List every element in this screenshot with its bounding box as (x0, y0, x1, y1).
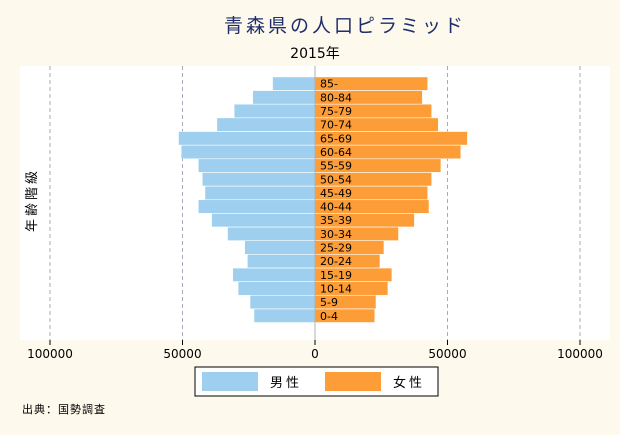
x-tick-label: 100000 (557, 347, 603, 361)
bars (178, 66, 468, 340)
bar-male-70-74 (216, 117, 316, 132)
legend-swatch-male (202, 372, 258, 391)
x-tick-label: 0 (311, 347, 319, 361)
bar-male-85- (272, 76, 316, 91)
bar-male-60-64 (180, 145, 316, 159)
age-label: 5-9 (320, 296, 338, 309)
source-note: 出典：国勢調査 (22, 402, 106, 416)
age-label: 80-84 (320, 91, 352, 104)
age-label: 25-29 (320, 242, 352, 255)
x-axis: 100000 50000 0 50000 100000 (27, 340, 603, 361)
bar-male-25-29 (244, 240, 316, 255)
age-label: 10-14 (320, 282, 352, 295)
grid-lines (49, 66, 581, 340)
bar-male-20-24 (247, 254, 316, 269)
age-label: 60-64 (320, 146, 352, 159)
bar-male-50-54 (202, 172, 316, 187)
bar-male-35-39 (211, 213, 316, 228)
bar-male-55-59 (198, 158, 316, 173)
age-label: 20-24 (320, 255, 352, 268)
age-labels: 0-45-910-1415-1920-2425-2930-3435-3940-4… (320, 78, 352, 323)
age-label: 70-74 (320, 119, 352, 132)
y-axis-label: 年齢階級 (25, 168, 40, 232)
legend-swatch-female (325, 372, 381, 391)
age-label: 45-49 (320, 187, 352, 200)
bar-male-65-69 (178, 131, 316, 146)
x-tick-label: 50000 (163, 347, 201, 361)
chart-subtitle: 2015年 (290, 46, 340, 62)
bar-male-0-4 (253, 308, 316, 323)
bar-male-40-44 (198, 199, 316, 214)
bar-male-15-19 (232, 267, 316, 282)
age-label: 0-4 (320, 310, 338, 323)
x-tick-label: 50000 (428, 347, 466, 361)
age-label: 50-54 (320, 173, 352, 186)
age-label: 40-44 (320, 201, 352, 214)
legend: 男性 女性 (194, 366, 439, 397)
legend-label-male: 男性 (270, 376, 302, 391)
legend-label-female: 女性 (393, 375, 425, 391)
age-label: 15-19 (320, 269, 352, 282)
age-label: 30-34 (320, 228, 352, 241)
bar-male-80-84 (252, 90, 316, 105)
age-label: 85- (320, 78, 338, 91)
age-label: 75-79 (320, 105, 352, 118)
bar-male-30-34 (227, 226, 316, 241)
age-label: 55-59 (320, 160, 352, 173)
bar-male-45-49 (204, 185, 316, 200)
x-tick-label: 100000 (27, 347, 73, 361)
chart-title: 青森県の人口ピラミッド (224, 15, 466, 37)
bar-male-5-9 (249, 295, 316, 309)
age-label: 65-69 (320, 132, 352, 145)
age-label: 35-39 (320, 214, 352, 227)
bar-male-75-79 (233, 104, 316, 118)
bar-male-10-14 (237, 281, 316, 296)
